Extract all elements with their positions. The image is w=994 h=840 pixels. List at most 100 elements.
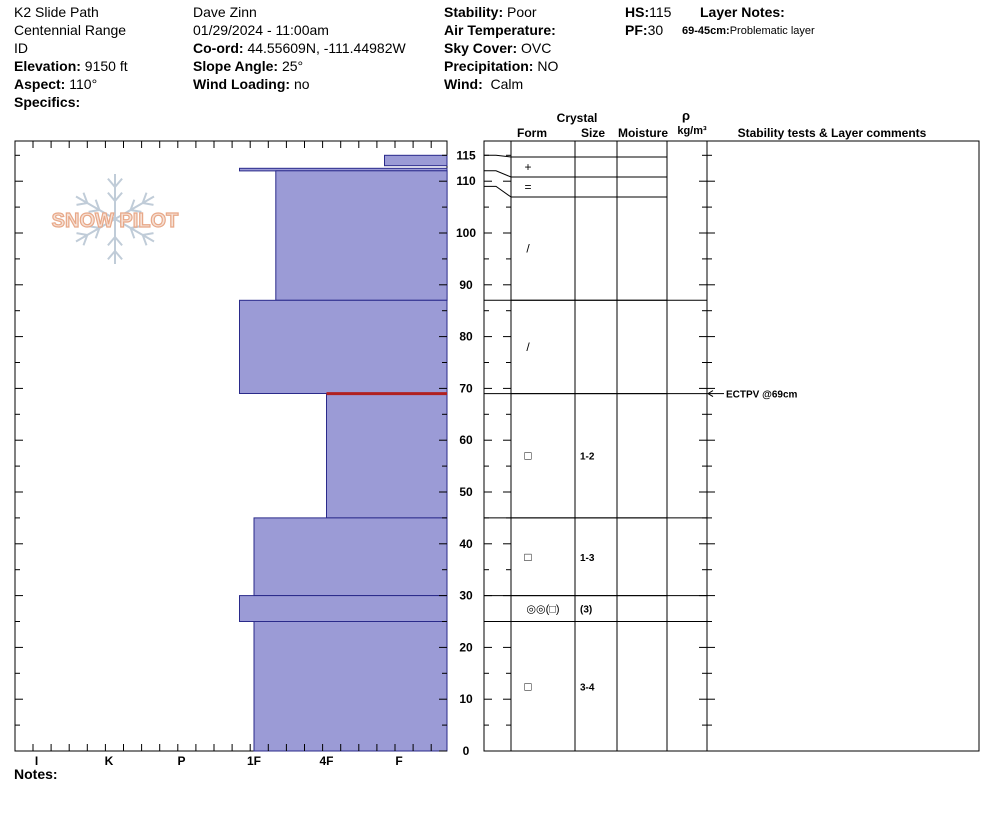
depth-tick-label: 60	[459, 433, 473, 447]
flake-branch	[129, 227, 136, 239]
hs-value: 115	[649, 4, 672, 20]
flake-branch	[142, 202, 154, 206]
hardness-layer-bar	[239, 595, 448, 622]
header-observation: Dave Zinn 01/29/2024 - 11:00am Co-ord: 4…	[193, 3, 406, 93]
slope-value: 25°	[281, 58, 304, 74]
hardness-axis: I K P 1F 4F F	[32, 141, 432, 768]
precip-value: NO	[537, 58, 559, 74]
crystal-form: +	[524, 160, 531, 174]
precip-row: Precipitation: NO	[444, 58, 559, 74]
depth-tick-label: 110	[456, 174, 476, 188]
crystal-size: 1-2	[580, 452, 595, 463]
header-density-unit: kg/m³	[677, 125, 707, 137]
flake-branch	[94, 227, 101, 239]
depth-tick-label: 30	[459, 589, 473, 603]
observation-datetime: 01/29/2024 - 11:00am	[193, 22, 329, 38]
flake-branch	[82, 192, 89, 204]
row-connector	[484, 170, 512, 178]
hardness-bars	[239, 154, 448, 752]
layer-table-frame	[483, 140, 980, 752]
crystal-form: □	[524, 679, 531, 693]
depth-tick-label: 100	[456, 226, 476, 240]
layer-note-range: 69-45cm:	[682, 25, 730, 37]
row-connector	[484, 185, 512, 198]
crystal-size: (3)	[580, 605, 592, 616]
flake-branch	[107, 191, 116, 202]
flake-branch	[82, 234, 89, 246]
hardness-tick-label: K	[105, 754, 114, 768]
hardness-tick-label: I	[35, 754, 38, 768]
flake-branch	[88, 209, 100, 213]
depth-tick-label: 40	[459, 537, 473, 551]
air-temp-row: Air Temperature:	[444, 22, 556, 38]
flake-branch	[88, 225, 100, 229]
route-name: K2 Slide Path	[14, 4, 99, 20]
depth-tick-label: 10	[459, 692, 473, 706]
flake-branch	[130, 225, 142, 229]
hardness-tick-label: P	[177, 754, 185, 768]
flake-branch	[94, 199, 101, 211]
logo-text: SNOW PILOT	[52, 210, 179, 232]
range-name: Centennial Range	[14, 22, 127, 38]
depth-tick-label: 80	[459, 330, 473, 344]
depth-tick-label: 70	[459, 381, 473, 395]
header-rho: ρ	[682, 108, 690, 123]
crystal-form: □	[524, 449, 531, 463]
snowflake-icon	[75, 174, 155, 264]
arrow-head-icon	[707, 390, 714, 398]
flake-branch	[76, 232, 88, 236]
hs-row: HS:115	[625, 4, 672, 20]
crystal-form: □	[524, 550, 531, 564]
pf-value: 30	[647, 22, 664, 38]
specifics-row: Specifics:	[14, 94, 81, 110]
header-crystal: Crystal	[557, 111, 598, 125]
header-depth: HS:115 PF:30	[625, 3, 671, 39]
hardness-layer-bar	[253, 517, 448, 597]
crystal-form: /	[526, 242, 530, 256]
layer-table: + = / / □ 1-2 □ 1-3 ◎◎(□) (3) □ 3-4 ECTPV @69cm	[484, 141, 798, 751]
hardness-tick-label: 1F	[247, 754, 261, 768]
flake-branch	[114, 250, 123, 261]
depth-tick-label: 50	[459, 485, 473, 499]
crystal-form: =	[524, 180, 531, 194]
flake-branch	[114, 191, 123, 202]
flake-arm	[114, 218, 155, 243]
hardness-layer-bar	[253, 621, 448, 752]
depth-tick-label: 90	[459, 278, 473, 292]
slope-row: Slope Angle: 25°	[193, 58, 304, 74]
crystal-form: /	[526, 340, 530, 354]
wind-loading-value: no	[293, 76, 310, 92]
flake-branch	[76, 202, 88, 206]
header-comments: Stability tests & Layer comments	[738, 126, 927, 140]
hardness-tick-label: F	[395, 754, 402, 768]
flake-arm	[75, 195, 116, 220]
header-form: Form	[517, 126, 547, 140]
row-connector	[484, 154, 512, 158]
header-location: K2 Slide Path Centennial Range ID Elevat…	[14, 3, 128, 111]
flake-branch	[141, 234, 148, 246]
hardness-layer-bar	[326, 393, 448, 519]
flake-branch	[130, 209, 142, 213]
sky-row: Sky Cover: OVC	[444, 40, 552, 56]
depth-tick-label: 0	[463, 744, 470, 758]
hardness-layer-bar	[275, 170, 448, 301]
wind-loading-row: Wind Loading: no	[193, 76, 310, 92]
elevation-row: Elevation: 9150 ft	[14, 58, 128, 74]
flake-arm	[75, 218, 116, 243]
observer-name: Dave Zinn	[193, 4, 257, 20]
coord-row: Co-ord: 44.55609N, -111.44982W	[193, 40, 406, 56]
crystal-size: 1-3	[580, 553, 595, 564]
stability-test-label: ECTPV @69cm	[726, 390, 798, 401]
wind-row: Wind: Calm	[444, 76, 524, 92]
crystal-size: 3-4	[580, 682, 595, 693]
layer-note-text: Problematic layer	[729, 25, 815, 37]
stability-value: Poor	[507, 4, 537, 20]
wind-value: Calm	[490, 76, 524, 92]
aspect-row: Aspect: 110°	[14, 76, 98, 92]
flake-arm	[114, 195, 155, 220]
coord-value: 44.55609N, -111.44982W	[247, 40, 406, 56]
flake-branch	[114, 236, 123, 247]
aspect-value: 110°	[69, 76, 98, 92]
flake-branch	[107, 236, 116, 247]
